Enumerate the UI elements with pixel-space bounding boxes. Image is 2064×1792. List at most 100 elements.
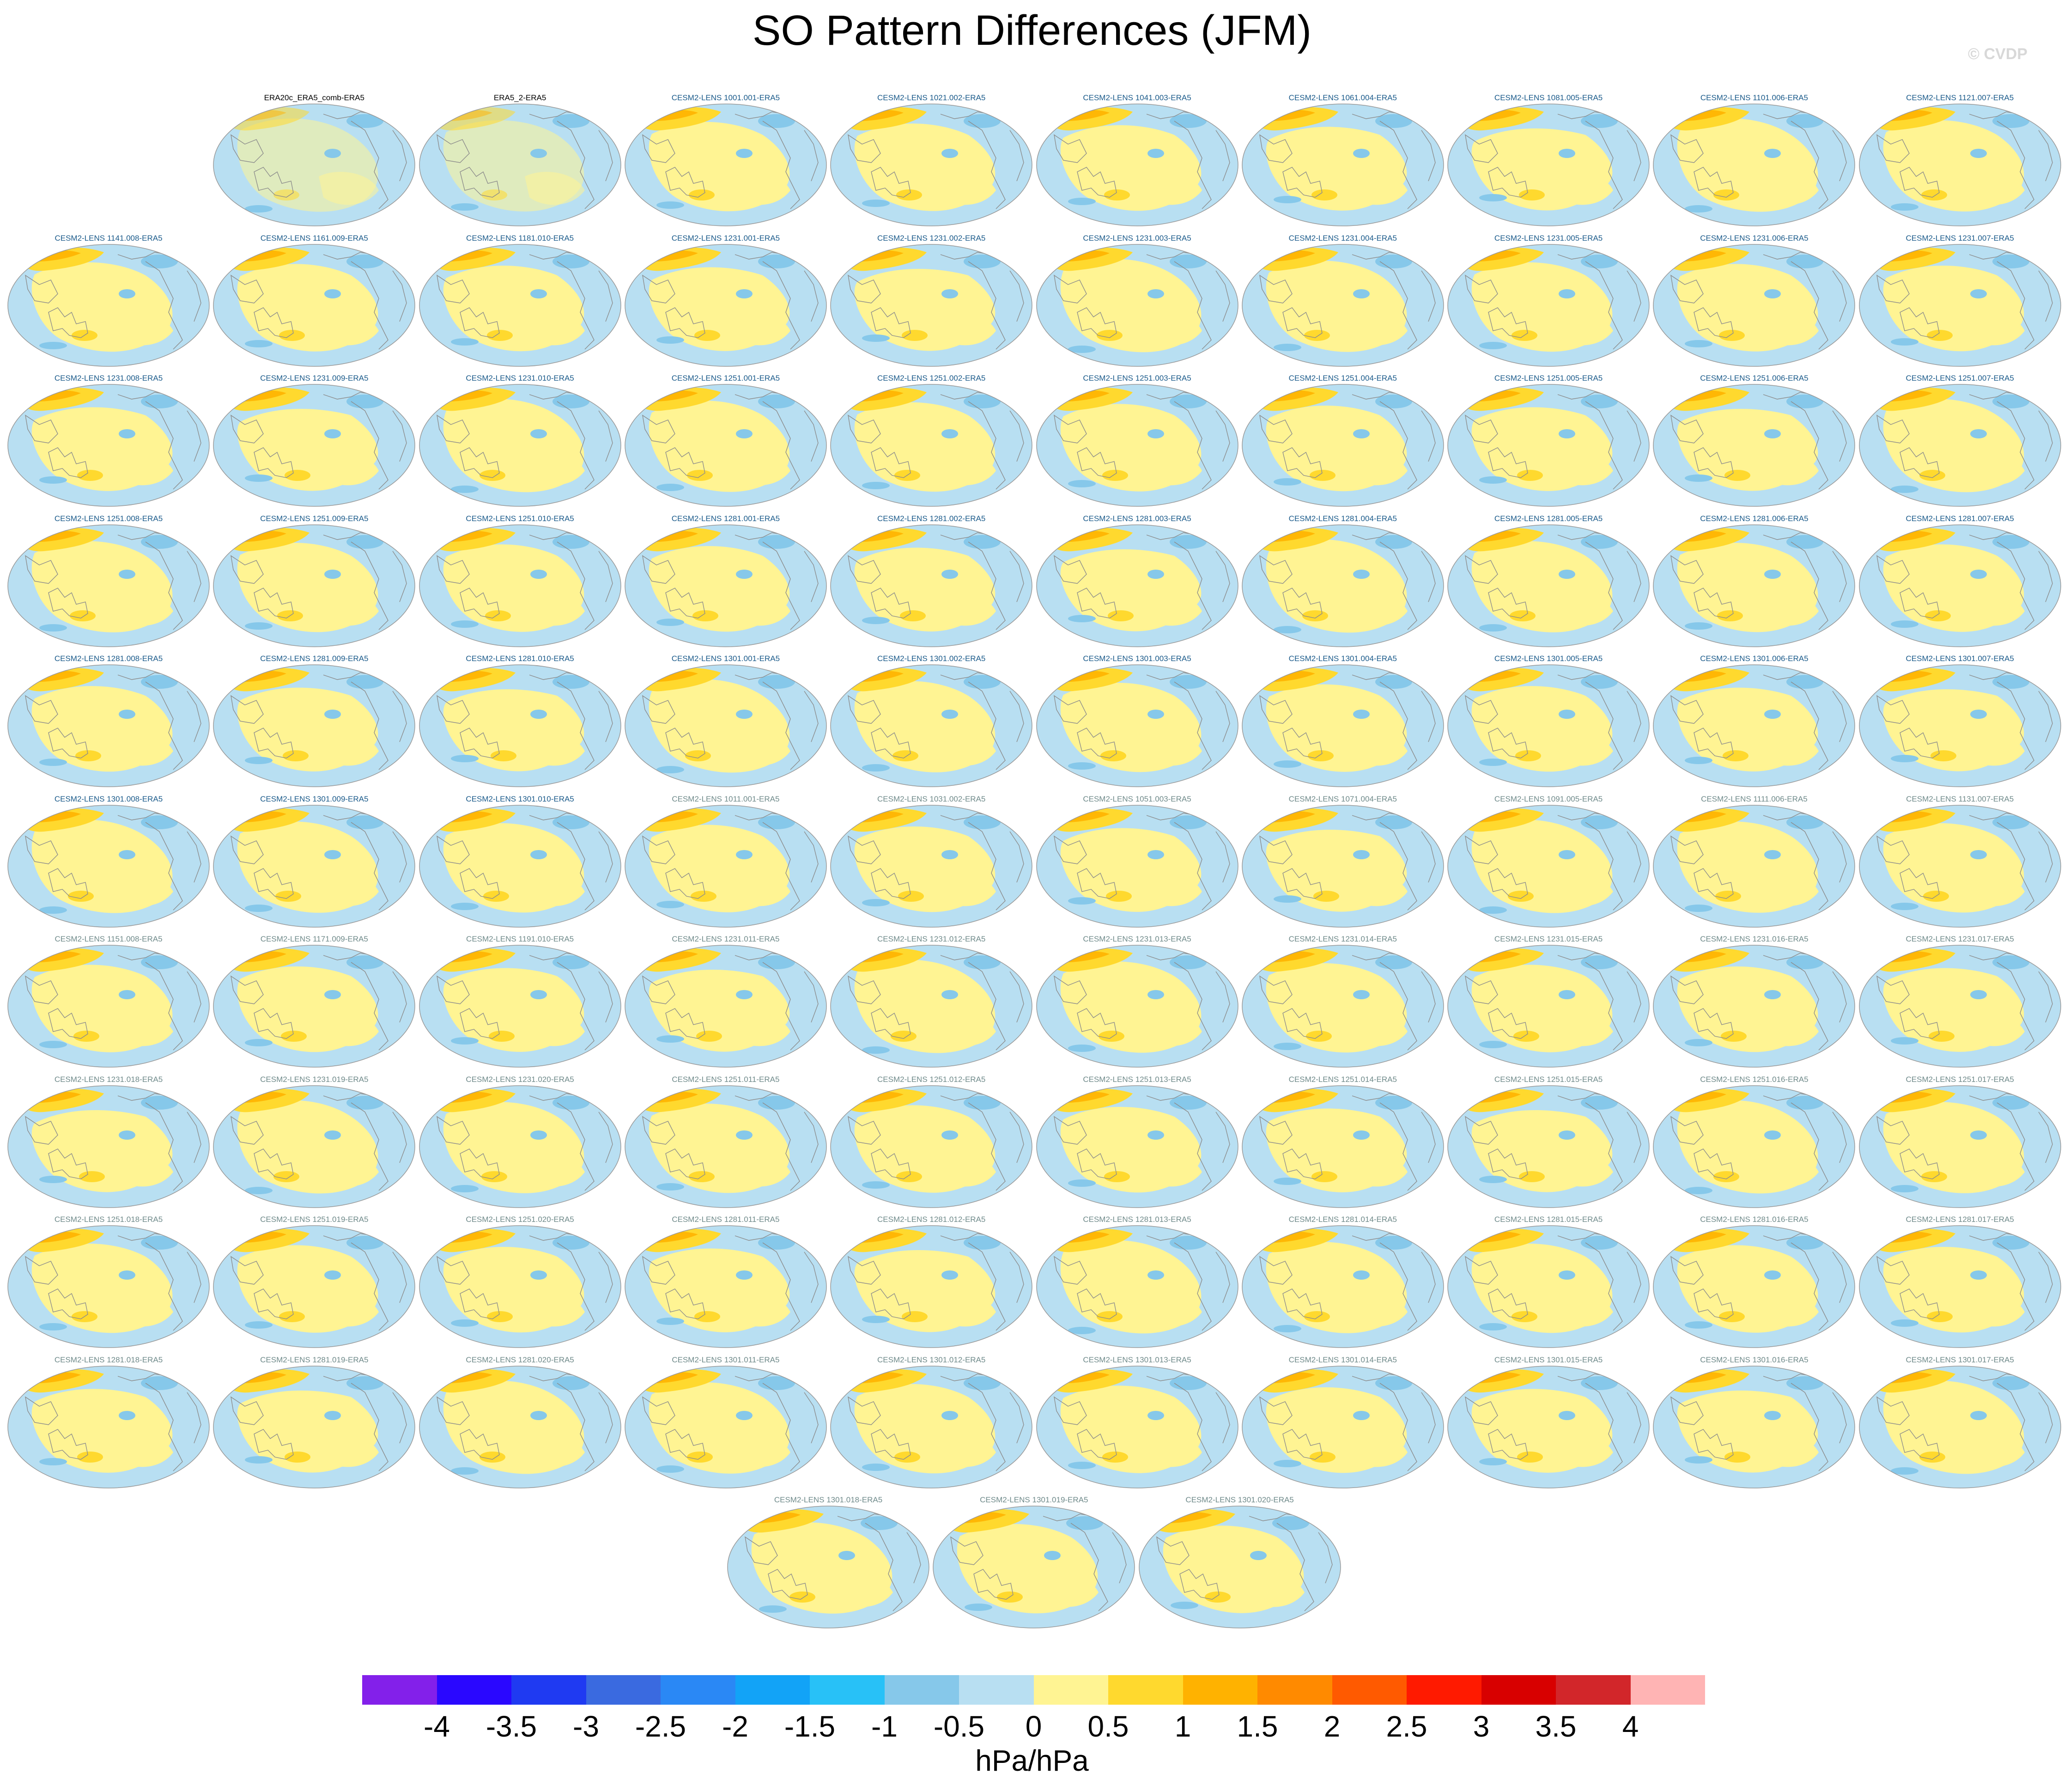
map-globe xyxy=(625,1225,827,1348)
panel-label: CESM2-LENS 1251.020-ERA5 xyxy=(466,1215,574,1224)
map-panel: CESM2-LENS 1281.019-ERA5 xyxy=(212,1355,416,1494)
panel-label: CESM2-LENS 1281.013-ERA5 xyxy=(1083,1215,1191,1224)
map-panel: CESM2-LENS 1281.002-ERA5 xyxy=(830,514,1033,653)
map-panel: CESM2-LENS 1231.019-ERA5 xyxy=(212,1075,416,1214)
map-globe xyxy=(7,384,210,507)
map-panel: CESM2-LENS 1231.014-ERA5 xyxy=(1241,935,1445,1073)
map-panel: CESM2-LENS 1251.009-ERA5 xyxy=(212,514,416,653)
panel-label: CESM2-LENS 1131.007-ERA5 xyxy=(1906,794,2014,803)
panel-label: CESM2-LENS 1301.009-ERA5 xyxy=(260,794,369,803)
panel-label: CESM2-LENS 1251.005-ERA5 xyxy=(1494,374,1603,383)
map-panel: CESM2-LENS 1281.014-ERA5 xyxy=(1241,1215,1445,1354)
map-globe xyxy=(1447,384,1650,507)
map-panel: CESM2-LENS 1161.009-ERA5 xyxy=(212,234,416,372)
map-globe xyxy=(1447,103,1650,226)
colorbar-tick-label: -1 xyxy=(871,1710,898,1743)
map-panel: ERA5_2-ERA5 xyxy=(419,93,622,232)
panel-label: CESM2-LENS 1301.015-ERA5 xyxy=(1494,1355,1603,1364)
map-panel: CESM2-LENS 1281.010-ERA5 xyxy=(419,654,622,793)
map-panel: CESM2-LENS 1231.002-ERA5 xyxy=(830,234,1033,372)
map-panel: CESM2-LENS 1231.012-ERA5 xyxy=(830,935,1033,1073)
map-panel: CESM2-LENS 1231.015-ERA5 xyxy=(1447,935,1650,1073)
map-globe xyxy=(419,384,621,507)
panel-label: CESM2-LENS 1171.009-ERA5 xyxy=(260,935,368,943)
panel-label: CESM2-LENS 1301.008-ERA5 xyxy=(54,794,163,803)
map-globe xyxy=(1036,524,1238,647)
map-globe xyxy=(1242,664,1444,787)
map-panel: CESM2-LENS 1301.002-ERA5 xyxy=(830,654,1033,793)
map-panel: CESM2-LENS 1301.003-ERA5 xyxy=(1036,654,1239,793)
map-panel: CESM2-LENS 1251.005-ERA5 xyxy=(1447,374,1650,512)
map-panel: CESM2-LENS 1231.018-ERA5 xyxy=(7,1075,210,1214)
map-globe xyxy=(1036,103,1238,226)
map-panel: CESM2-LENS 1251.014-ERA5 xyxy=(1241,1075,1445,1214)
panel-label: CESM2-LENS 1231.007-ERA5 xyxy=(1906,233,2014,243)
map-globe xyxy=(1447,1225,1650,1348)
map-panel: CESM2-LENS 1281.015-ERA5 xyxy=(1447,1215,1650,1354)
colorbar-tick-label: -3 xyxy=(573,1710,599,1743)
map-panel: CESM2-LENS 1171.009-ERA5 xyxy=(212,935,416,1073)
panel-label: CESM2-LENS 1161.009-ERA5 xyxy=(260,233,368,243)
map-panel: ERA20c_ERA5_comb-ERA5 xyxy=(212,93,416,232)
map-panel: CESM2-LENS 1301.007-ERA5 xyxy=(1858,654,2062,793)
map-panel: CESM2-LENS 1231.010-ERA5 xyxy=(419,374,622,512)
panel-label: CESM2-LENS 1231.015-ERA5 xyxy=(1494,935,1603,943)
map-globe xyxy=(7,1365,210,1488)
map-globe xyxy=(1447,524,1650,647)
panel-label: CESM2-LENS 1251.001-ERA5 xyxy=(671,374,780,383)
colorbar-units-label: hPa/hPa xyxy=(975,1744,1089,1777)
map-globe xyxy=(213,524,416,647)
map-globe xyxy=(1036,1085,1238,1208)
colorbar-box xyxy=(1630,1675,1705,1705)
panel-label: CESM2-LENS 1301.013-ERA5 xyxy=(1083,1355,1191,1364)
panel-label: CESM2-LENS 1281.003-ERA5 xyxy=(1083,514,1191,523)
colorbar-box xyxy=(586,1675,661,1705)
map-panel: CESM2-LENS 1071.004-ERA5 xyxy=(1241,795,1445,933)
map-panel: CESM2-LENS 1251.001-ERA5 xyxy=(624,374,827,512)
map-globe xyxy=(7,524,210,647)
panel-label: CESM2-LENS 1281.005-ERA5 xyxy=(1494,514,1603,523)
map-panel: CESM2-LENS 1301.018-ERA5 xyxy=(727,1495,930,1634)
map-panel: CESM2-LENS 1101.006-ERA5 xyxy=(1652,93,1856,232)
panel-label: CESM2-LENS 1301.004-ERA5 xyxy=(1288,654,1397,663)
map-panel: CESM2-LENS 1281.007-ERA5 xyxy=(1858,514,2062,653)
map-panel: CESM2-LENS 1281.003-ERA5 xyxy=(1036,514,1239,653)
map-panel: CESM2-LENS 1301.010-ERA5 xyxy=(419,795,622,933)
map-globe xyxy=(1036,1225,1238,1348)
panel-label: CESM2-LENS 1111.006-ERA5 xyxy=(1701,794,1808,803)
panel-label: CESM2-LENS 1301.012-ERA5 xyxy=(877,1355,986,1364)
map-globe xyxy=(213,243,416,367)
panel-label: CESM2-LENS 1081.005-ERA5 xyxy=(1494,93,1603,102)
panel-label: CESM2-LENS 1251.014-ERA5 xyxy=(1288,1075,1397,1084)
colorbar-box xyxy=(511,1675,586,1705)
map-globe xyxy=(1242,103,1444,226)
colorbar-box xyxy=(1481,1675,1556,1705)
panel-label: CESM2-LENS 1251.015-ERA5 xyxy=(1494,1075,1603,1084)
map-globe xyxy=(419,1225,621,1348)
colorbar-tick-label: -2 xyxy=(722,1710,748,1743)
map-globe xyxy=(1242,1365,1444,1488)
panel-label: CESM2-LENS 1251.016-ERA5 xyxy=(1700,1075,1809,1084)
panel-label: CESM2-LENS 1231.006-ERA5 xyxy=(1700,233,1809,243)
panel-label: CESM2-LENS 1281.008-ERA5 xyxy=(54,654,163,663)
panel-label: CESM2-LENS 1231.011-ERA5 xyxy=(672,935,780,943)
map-globe xyxy=(213,103,416,226)
map-globe xyxy=(1447,1085,1650,1208)
map-globe xyxy=(1447,804,1650,928)
panel-label: CESM2-LENS 1301.010-ERA5 xyxy=(466,794,574,803)
map-globe xyxy=(1447,1365,1650,1488)
map-globe xyxy=(1036,804,1238,928)
map-panel: CESM2-LENS 1281.020-ERA5 xyxy=(419,1355,622,1494)
colorbar-box xyxy=(1033,1675,1108,1705)
panel-label: CESM2-LENS 1191.010-ERA5 xyxy=(466,935,574,943)
panel-label: CESM2-LENS 1041.003-ERA5 xyxy=(1083,93,1191,102)
map-globe xyxy=(1447,664,1650,787)
panel-label: CESM2-LENS 1231.002-ERA5 xyxy=(877,233,986,243)
map-globe xyxy=(419,945,621,1068)
panel-label: CESM2-LENS 1281.006-ERA5 xyxy=(1700,514,1809,523)
map-panel: CESM2-LENS 1281.008-ERA5 xyxy=(7,654,210,793)
panel-label: CESM2-LENS 1301.001-ERA5 xyxy=(671,654,780,663)
map-globe xyxy=(1653,804,1856,928)
map-panel: CESM2-LENS 1301.020-ERA5 xyxy=(1138,1495,1342,1634)
